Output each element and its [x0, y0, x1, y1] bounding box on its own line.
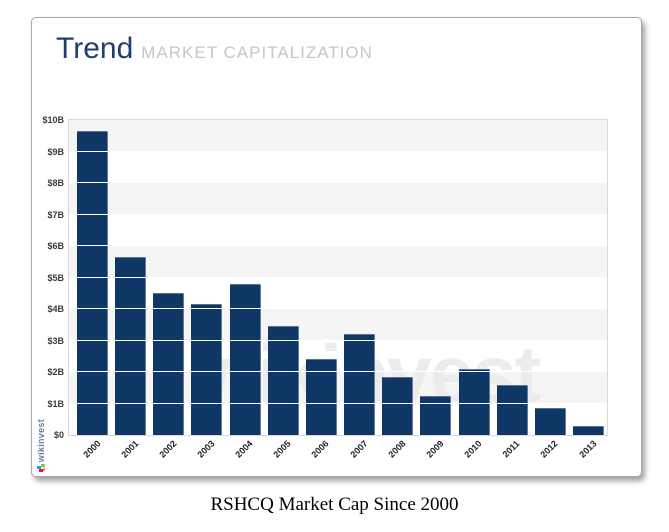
grid-band-4 — [69, 277, 607, 309]
gridline-8 — [69, 182, 607, 183]
gridline-2 — [69, 371, 607, 372]
y-tick-10: $10B — [42, 115, 64, 125]
grid-band-8 — [69, 151, 607, 183]
bar-2010 — [458, 368, 490, 435]
y-tick-8: $8B — [47, 178, 64, 188]
y-tick-0: $0 — [53, 430, 64, 440]
y-tick-2: $2B — [47, 367, 64, 377]
caption: RSHCQ Market Cap Since 2000 — [210, 494, 459, 515]
gridline-6 — [69, 245, 607, 246]
bar-2000 — [77, 131, 108, 435]
wikinvest-logo-label: wikinvest — [36, 418, 46, 462]
bar-2005 — [267, 326, 299, 435]
bar-2007 — [344, 334, 376, 435]
chart-title: Trend — [56, 32, 134, 65]
bar-2011 — [496, 384, 528, 435]
grid-band-5 — [69, 246, 607, 278]
bar-2001 — [115, 257, 147, 435]
gridline-7 — [69, 213, 607, 215]
wikinvest-logo-icon — [37, 464, 45, 472]
bar-2004 — [229, 283, 261, 435]
x-axis: 2000 2001 2002 2003 2004 2005 2006 2007 2008 2009… — [68, 435, 606, 477]
y-tick-6: $6B — [47, 241, 64, 251]
y-tick-5: $5B — [47, 272, 64, 283]
grid-band-7 — [69, 183, 607, 215]
bar-2012 — [534, 408, 566, 435]
bar-2003 — [191, 304, 223, 435]
plot-area: wikinvest — [68, 119, 608, 436]
chart-card: Trend MARKET CAPITALIZATION $0 $1B $2B $3B $4… — [31, 17, 642, 477]
bar-2008 — [382, 376, 414, 435]
y-tick-9: $9B — [47, 146, 64, 157]
gridline-1 — [69, 402, 607, 404]
y-tick-1: $1B — [47, 398, 64, 409]
bar-2006 — [305, 359, 337, 435]
gridline-9 — [69, 150, 607, 152]
y-axis: $0 $1B $2B $3B $4B $5B $6B $7B $8B $9B $10B — [34, 115, 64, 440]
grid-band-6 — [69, 214, 607, 246]
gridline-4 — [69, 308, 607, 309]
gridline-3 — [69, 339, 607, 341]
wikinvest-logo[interactable]: wikinvest — [36, 419, 46, 472]
bar-2013 — [573, 425, 604, 435]
y-tick-3: $3B — [47, 335, 64, 346]
y-tick-4: $4B — [47, 304, 64, 314]
bar-2009 — [420, 395, 452, 435]
y-tick-7: $7B — [47, 209, 64, 220]
chart-subtitle: MARKET CAPITALIZATION — [141, 43, 373, 62]
bar-2002 — [153, 293, 185, 435]
card-header: Trend MARKET CAPITALIZATION — [56, 32, 373, 66]
gridline-5 — [69, 276, 607, 278]
grid-band-9 — [69, 120, 607, 152]
